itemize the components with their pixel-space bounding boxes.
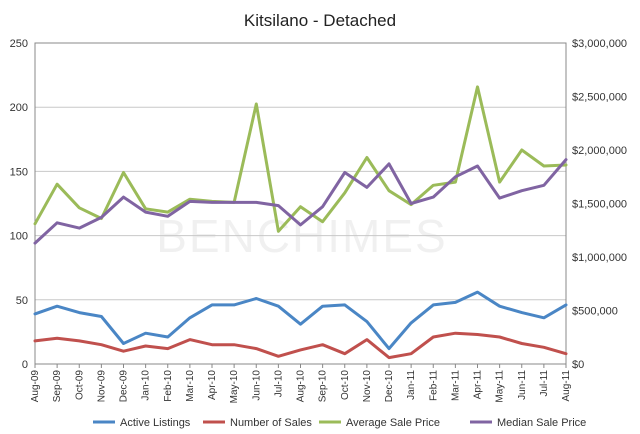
right-tick-label: $2,500,000 <box>572 92 627 104</box>
left-tick-label: 100 <box>10 231 28 243</box>
chart-title: Kitsilano - Detached <box>244 11 396 30</box>
x-tick-label: Jun-11 <box>517 370 528 400</box>
left-tick-label: 250 <box>10 38 28 50</box>
x-tick-label: Nov-10 <box>362 370 373 403</box>
legend-label: Number of Sales <box>230 417 312 429</box>
x-tick-label: Nov-09 <box>96 370 107 403</box>
x-tick-label: Sep-09 <box>52 370 63 403</box>
x-tick-label: Jun-10 <box>251 370 262 401</box>
legend-item-number-of-sales: Number of Sales <box>203 417 312 429</box>
legend-item-active-listings: Active Listings <box>93 417 191 429</box>
series-line-average-sale-price <box>33 85 568 233</box>
right-tick-label: $2,000,000 <box>572 145 627 157</box>
x-tick-label: Mar-10 <box>185 370 196 402</box>
right-tick-label: $500,000 <box>572 306 618 318</box>
left-tick-label: 150 <box>10 166 28 178</box>
legend-label: Median Sale Price <box>497 417 586 429</box>
x-tick-label: Feb-10 <box>163 370 174 402</box>
x-tick-label: Jul-10 <box>273 370 284 398</box>
x-axis-ticks: Aug-09 Sep-09 Oct-09 Nov-09 Dec-09 Jan-10 Feb-… <box>30 364 572 403</box>
series-line-median-sale-price <box>33 158 568 245</box>
x-tick-label: Aug-09 <box>30 370 41 403</box>
series-lines <box>33 85 568 360</box>
x-tick-label: May-11 <box>495 370 506 403</box>
legend-item-median-sale-price: Median Sale Price <box>470 417 586 429</box>
left-axis-ticks: 0 50 100 150 200 250 <box>10 38 28 371</box>
left-tick-label: 200 <box>10 102 28 114</box>
x-tick-label: Jan-10 <box>141 370 152 401</box>
right-tick-label: $1,000,000 <box>572 252 627 264</box>
x-tick-label: Aug-10 <box>296 370 307 403</box>
x-tick-label: Sep-10 <box>318 370 329 403</box>
x-tick-label: Aug-11 <box>561 370 572 402</box>
legend-label: Active Listings <box>120 417 191 429</box>
x-tick-label: Oct-09 <box>74 370 85 400</box>
x-tick-label: Mar-11 <box>450 370 461 401</box>
x-tick-label: Feb-11 <box>428 370 439 401</box>
legend: Active Listings Number of Sales Average Sa… <box>93 417 586 429</box>
x-tick-label: Apr-11 <box>473 370 484 400</box>
x-tick-label: May-10 <box>229 370 240 404</box>
series-line-number-of-sales <box>33 331 568 360</box>
x-tick-label: Dec-10 <box>384 370 395 403</box>
x-tick-label: Jan-11 <box>406 370 417 400</box>
series-line-active-listings <box>33 290 568 351</box>
right-tick-label: $1,500,000 <box>572 199 627 211</box>
x-tick-label: Apr-10 <box>207 370 218 400</box>
left-tick-label: 0 <box>22 359 28 371</box>
right-tick-label: $0 <box>572 359 584 371</box>
right-axis-ticks: $0 $500,000 $1,000,000 $1,500,000 $2,000,000… <box>572 38 627 371</box>
left-tick-label: 50 <box>16 295 28 307</box>
legend-item-average-sale-price: Average Sale Price <box>319 417 440 429</box>
x-tick-label: Dec-09 <box>119 370 130 403</box>
x-tick-label: Jul-11 <box>539 370 550 397</box>
x-tick-label: Oct-10 <box>340 370 351 400</box>
legend-label: Average Sale Price <box>346 417 440 429</box>
right-tick-label: $3,000,000 <box>572 38 627 50</box>
